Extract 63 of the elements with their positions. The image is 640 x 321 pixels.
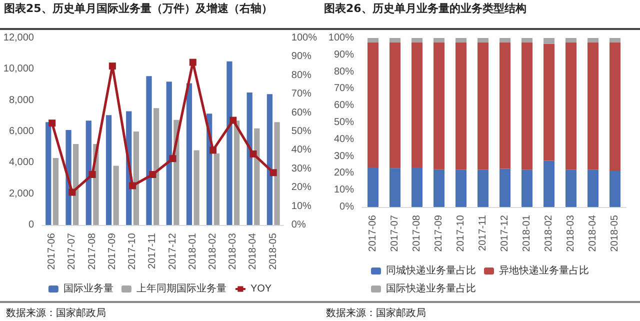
y-tick-label: 80% xyxy=(334,66,354,78)
x-tick-label: 2017-11 xyxy=(147,232,158,269)
legend-label: YOY xyxy=(250,284,272,294)
y-tick-label: 10,000 xyxy=(3,64,34,75)
x-tick-label: 2017-10 xyxy=(127,232,138,270)
y-tick-label: 100% xyxy=(328,32,354,44)
x-tick-label: 2017-09 xyxy=(106,232,118,270)
y-tick-label: 2,000 xyxy=(8,188,34,200)
y-tick-label: 0% xyxy=(340,202,354,212)
x-tick-label: 2017-12 xyxy=(500,214,510,252)
y-tick-label: 40% xyxy=(334,134,354,145)
x-tick-label: 2017-07 xyxy=(66,232,78,270)
y-tick-label: 12,000 xyxy=(3,32,34,44)
x-tick-label: 2018-01 xyxy=(187,232,198,270)
y-tick-label: 4,000 xyxy=(8,157,34,168)
y-tick-label: 20% xyxy=(334,168,354,179)
source-note: 数据来源：国家邮政局 xyxy=(320,301,640,321)
x-tick-label: 2018-04 xyxy=(248,232,259,270)
y-tick-label: 6,000 xyxy=(8,126,34,137)
x-tick-label: 2018-03 xyxy=(228,232,239,270)
y-tick-label: 30% xyxy=(334,150,354,162)
x-tick-label: 2017-08 xyxy=(412,214,422,252)
x-tick-label: 2017-06 xyxy=(368,214,378,252)
x-tick-label: 2018-03 xyxy=(566,214,576,252)
x-tick-label: 2017-12 xyxy=(167,232,178,270)
y2-tick-label: 90% xyxy=(291,51,312,62)
x-tick-label: 2017-09 xyxy=(434,214,444,252)
x-tick-label: 2018-02 xyxy=(208,232,219,270)
y2-tick-label: 100% xyxy=(291,32,318,44)
y-tick-label: 50% xyxy=(334,117,354,128)
legend-label: 同城快递业务量占比 xyxy=(386,264,476,276)
y-tick-label: 10% xyxy=(334,184,354,196)
x-tick-label: 2017-10 xyxy=(456,214,466,252)
legend-label: 异地快递业务量占比 xyxy=(499,264,589,276)
x-tick-label: 2018-01 xyxy=(522,214,532,252)
y2-tick-label: 60% xyxy=(291,107,312,118)
x-tick-label: 2018-02 xyxy=(544,214,554,252)
x-tick-label: 2017-08 xyxy=(86,232,98,270)
x-tick-label: 2017-11 xyxy=(478,214,488,251)
source-note: 数据来源：国家邮政局 xyxy=(0,301,320,321)
y2-tick-label: 10% xyxy=(291,200,312,212)
y2-tick-label: 20% xyxy=(291,182,312,194)
x-tick-label: 2018-05 xyxy=(610,214,620,252)
y2-tick-label: 70% xyxy=(291,88,312,100)
y2-tick-label: 0% xyxy=(291,220,306,230)
y-tick-label: 90% xyxy=(334,49,354,60)
y2-tick-label: 50% xyxy=(291,126,312,137)
legend-label: 国际快递业务量占比 xyxy=(386,282,476,294)
x-tick-label: 2017-07 xyxy=(390,214,400,252)
y-tick-label: 60% xyxy=(334,100,354,112)
y2-tick-label: 40% xyxy=(291,144,312,156)
x-tick-label: 2017-06 xyxy=(46,232,58,270)
y-tick-label: 8,000 xyxy=(8,94,34,106)
y2-tick-label: 30% xyxy=(291,163,312,174)
y-tick-label: 70% xyxy=(334,83,354,94)
legend-label: 国际业务量 xyxy=(63,282,114,294)
x-tick-label: 2018-05 xyxy=(268,232,279,270)
chart-title: 图表25、历史单月国际业务量（万件）及增速（右轴） xyxy=(0,0,320,30)
x-tick-label: 2018-04 xyxy=(588,214,598,252)
y2-tick-label: 80% xyxy=(291,70,312,81)
y-tick-label: 0 xyxy=(28,220,34,230)
chart-title: 图表26、历史单月业务量的业务类型结构 xyxy=(320,0,640,30)
legend-label: 上年同期国际业务量 xyxy=(136,282,226,294)
